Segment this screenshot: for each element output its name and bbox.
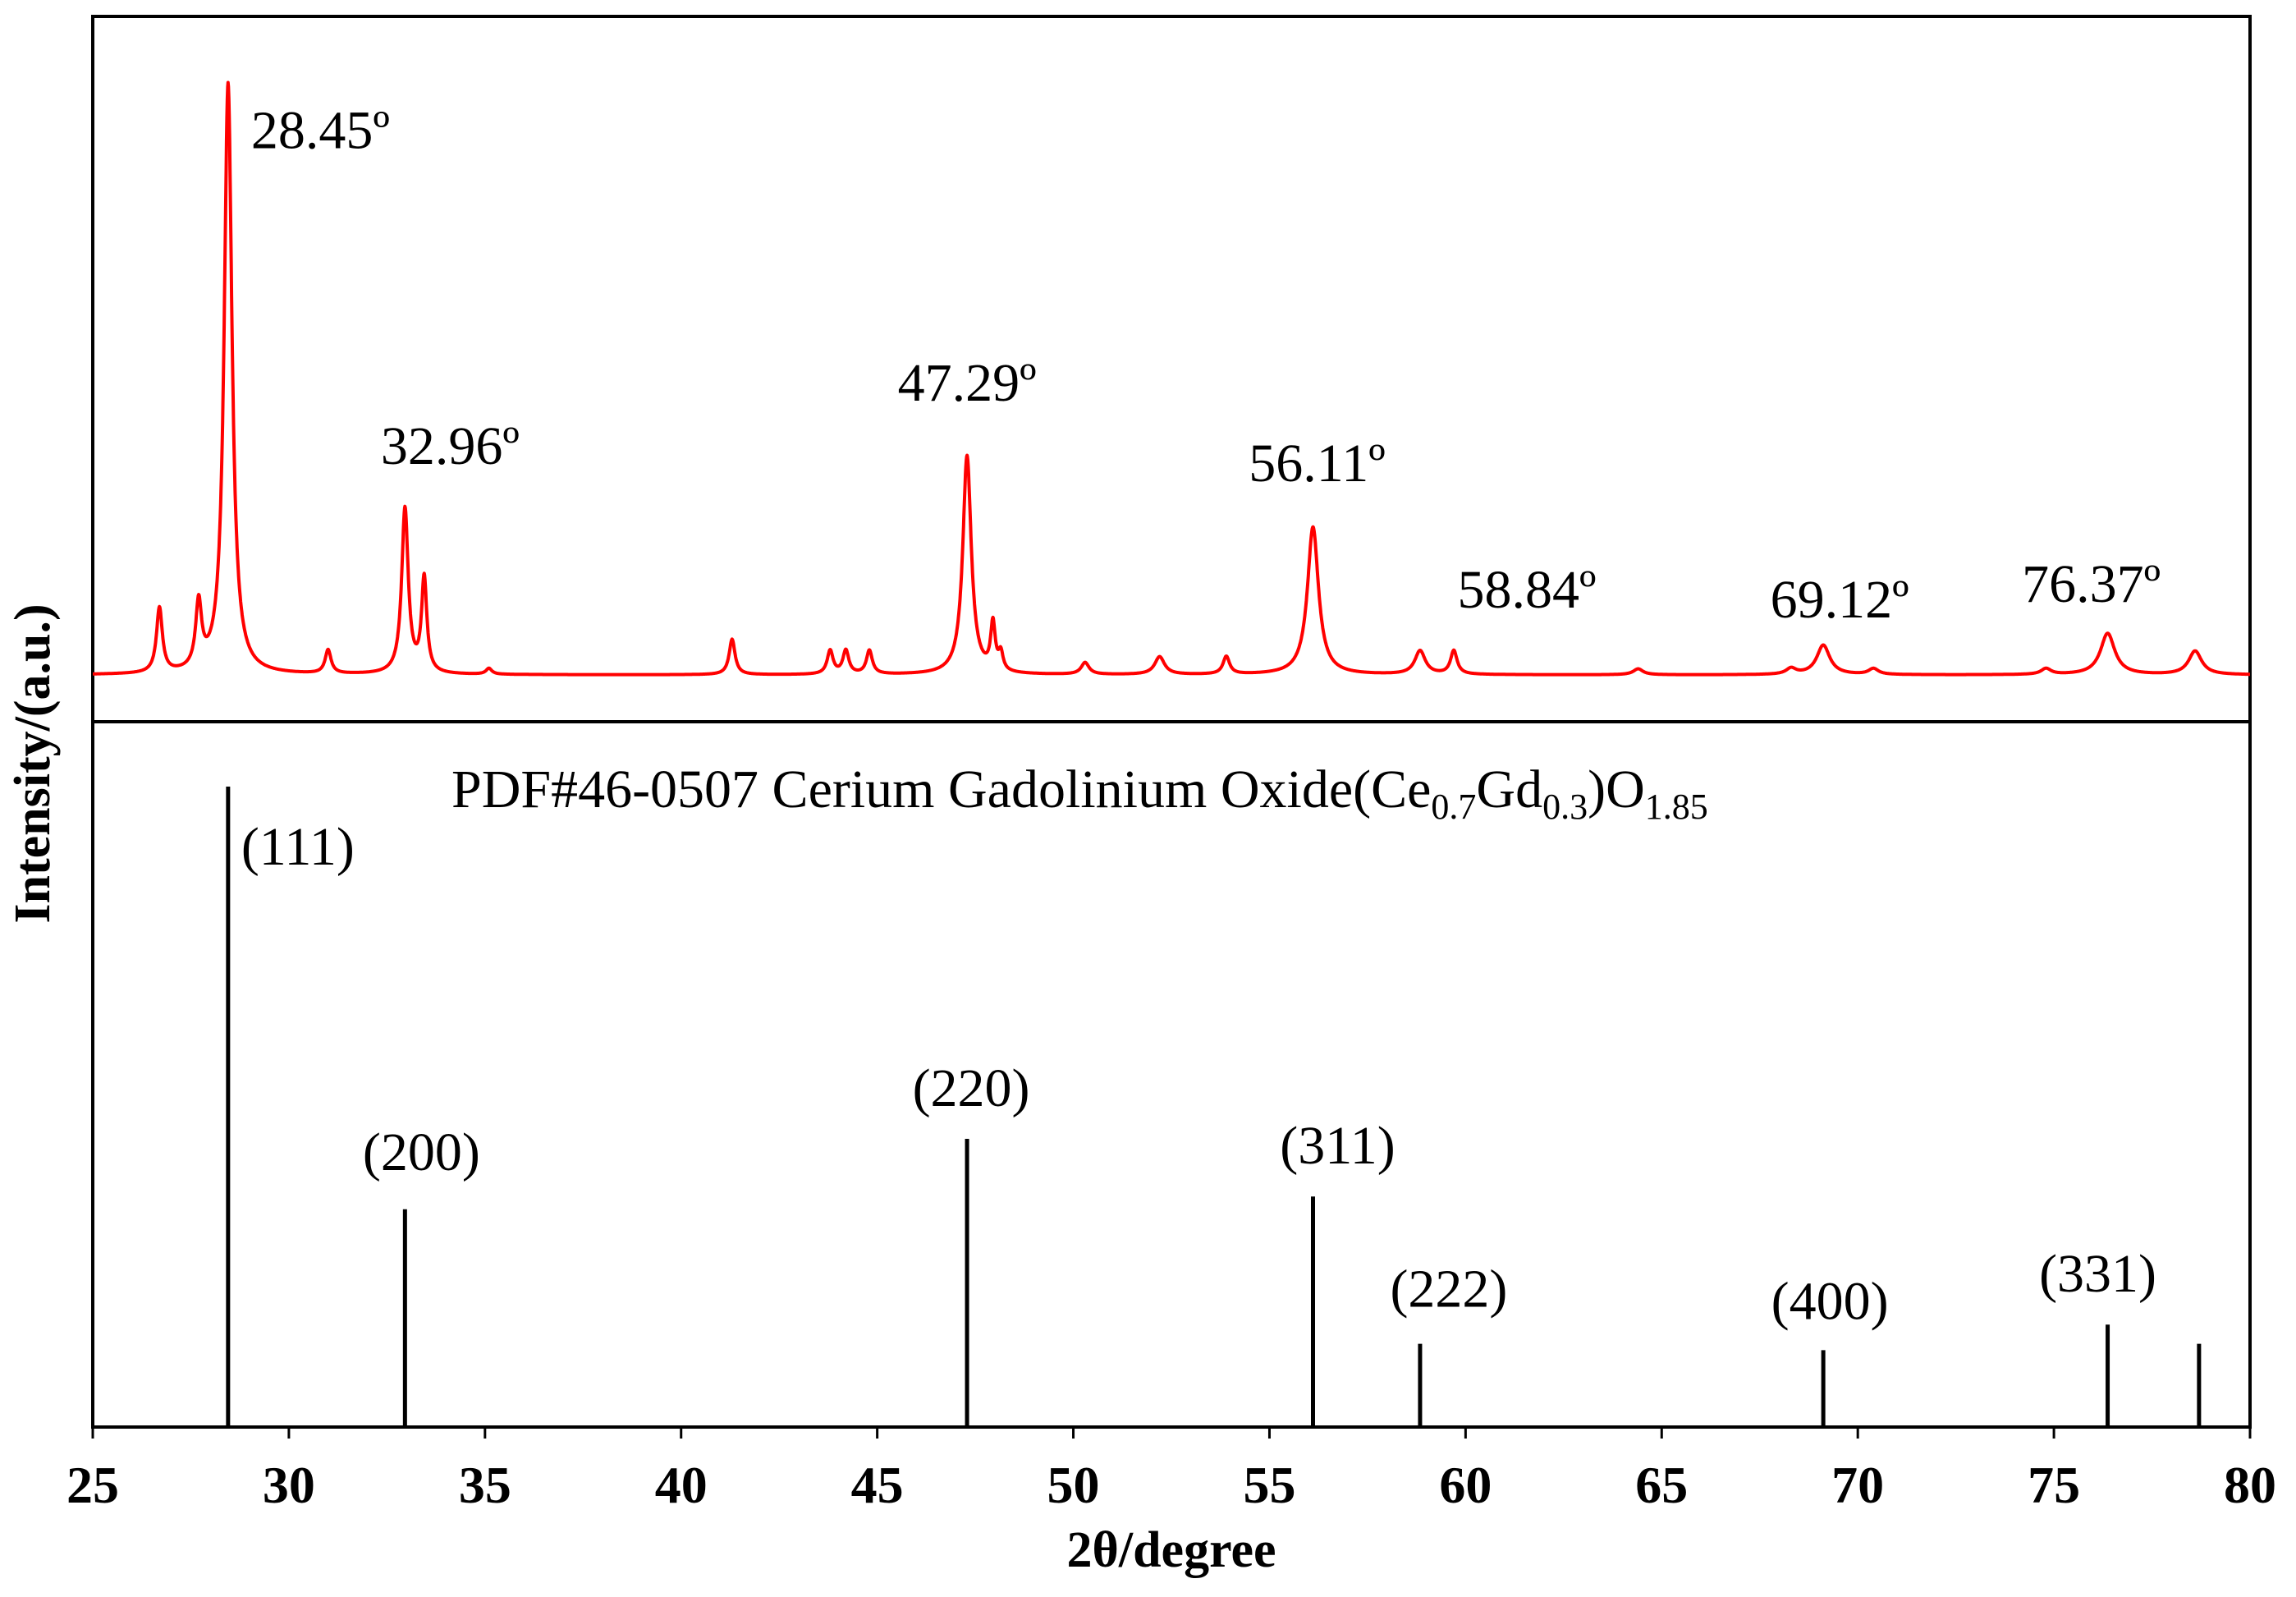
reference-title-gd: Gd — [1476, 759, 1542, 819]
xrd-pattern-line — [91, 80, 2252, 677]
reference-title-sub-gd: 0.3 — [1542, 787, 1588, 827]
reference-title-prefix: PDF#46-0507 Cerium Gadolinium Oxide(Ce — [451, 759, 1431, 819]
x-tick-label: 40 — [655, 1456, 708, 1514]
hkl-label: (222) — [1390, 1260, 1507, 1319]
peak-label: 47.29º — [898, 353, 1037, 413]
peak-label: 58.84º — [1457, 560, 1596, 620]
peak-label: 28.45º — [251, 100, 390, 160]
x-tick-label: 75 — [2028, 1456, 2080, 1514]
x-tick-label: 65 — [1635, 1456, 1688, 1514]
hkl-label: (111) — [241, 817, 355, 877]
reference-title-o: )O — [1588, 759, 1645, 819]
xrd-pattern: 28.45º 32.96º 47.29º 56.11º 58.84º 69.12º 76.3… — [91, 80, 2252, 677]
x-tick-label: 30 — [263, 1456, 315, 1514]
hkl-label: (220) — [913, 1058, 1030, 1118]
x-tick-label: 50 — [1047, 1456, 1100, 1514]
x-tick-label: 80 — [2224, 1456, 2276, 1514]
reference-title-sub-o: 1.85 — [1645, 787, 1708, 827]
x-tick-label: 25 — [66, 1456, 119, 1514]
x-tick-label: 60 — [1439, 1456, 1492, 1514]
x-tick-label: 45 — [851, 1456, 904, 1514]
x-tick-label: 70 — [1831, 1456, 1884, 1514]
reference-title: PDF#46-0507 Cerium Gadolinium Oxide(Ce0.… — [451, 759, 1708, 827]
y-axis-label: Intensity/(a.u.) — [5, 603, 61, 923]
x-tick-label: 55 — [1243, 1456, 1295, 1514]
hkl-label: (400) — [1771, 1271, 1889, 1331]
peak-label: 69.12º — [1771, 570, 1909, 630]
hkl-label: (331) — [2039, 1244, 2156, 1304]
peak-label: 76.37º — [2022, 554, 2161, 614]
hkl-label: (200) — [363, 1122, 480, 1182]
peak-label: 32.96º — [381, 416, 520, 476]
x-axis-ticks: 25 30 35 40 45 50 55 60 65 70 75 80 — [66, 1427, 2276, 1514]
reference-lines: (111) (200) (220) (311) (222) (400) (331) — [226, 787, 2202, 1427]
peak-label: 56.11º — [1249, 434, 1386, 493]
x-tick-label: 35 — [459, 1456, 511, 1514]
x-axis-label: 2θ/degree — [1066, 1522, 1276, 1578]
hkl-label: (311) — [1280, 1116, 1395, 1176]
reference-title-sub-ce: 0.7 — [1431, 787, 1476, 827]
